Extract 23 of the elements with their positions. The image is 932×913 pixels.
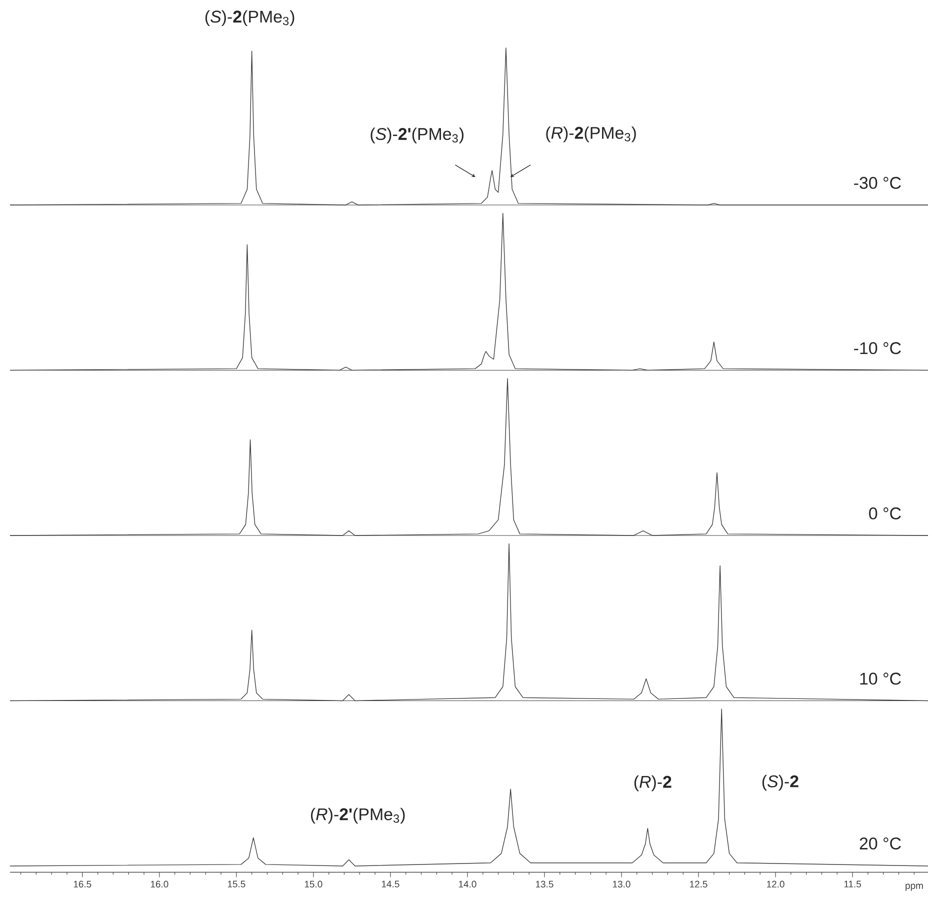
annotation: (S)-2(PMe$_{3}$) (205, 10, 294, 26)
x-tick-label: 16.0 (150, 880, 168, 888)
x-tick-label: 15.5 (228, 880, 246, 888)
x-tick-label: 15.0 (304, 880, 322, 888)
series-label: 10 °C (860, 672, 901, 685)
x-axis-title: ppm (906, 884, 923, 891)
x-tick-label: 11.5 (844, 880, 861, 888)
series-label: 0 °C (869, 507, 901, 520)
annotation: (R)-2 (634, 775, 672, 792)
series-label: -10 °C (854, 342, 901, 354)
annotation: (R)-2'(PMe$_{3}$) (311, 808, 405, 824)
annotation: (S)-2'(PMe$_{3}$) (370, 128, 464, 144)
series-label: -30 °C (854, 176, 901, 189)
annotation: (R)-2(PMe$_{3}$) (546, 126, 636, 142)
x-tick-label: 14.5 (382, 880, 400, 888)
x-tick-label: 16.5 (74, 880, 92, 888)
annotation: (S)-2 (762, 774, 798, 791)
series-label: 20 °C (860, 838, 901, 850)
x-tick-label: 12.0 (767, 880, 784, 888)
x-tick-label: 13.0 (612, 880, 630, 888)
x-tick-label: 14.0 (458, 880, 476, 888)
x-tick-label: 12.5 (690, 880, 708, 888)
x-tick-label: 13.5 (536, 880, 554, 888)
